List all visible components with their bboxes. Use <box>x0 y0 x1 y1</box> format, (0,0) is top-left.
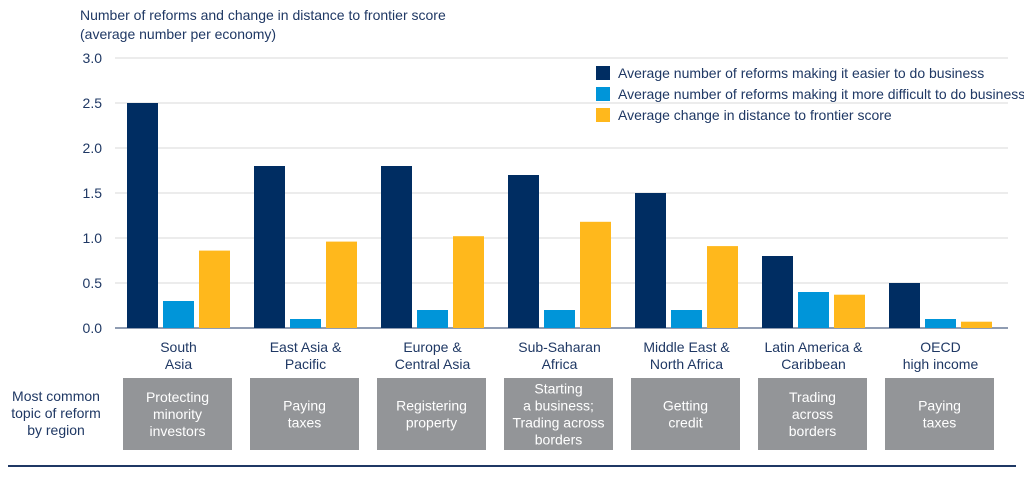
topic-row-label: topic of reform <box>11 405 100 421</box>
topic-text: credit <box>668 415 702 431</box>
y-tick-label: 2.0 <box>83 140 103 156</box>
topic-text: investors <box>149 423 205 439</box>
y-tick-label: 2.5 <box>83 95 103 111</box>
topic-box <box>250 378 359 450</box>
chart-subtitle: (average number per economy) <box>80 26 276 42</box>
topic-text: Protecting <box>146 389 209 405</box>
y-tick-label: 0.5 <box>83 275 103 291</box>
legend-swatch <box>596 66 610 80</box>
chart-title: Number of reforms and change in distance… <box>80 7 446 23</box>
y-tick-label: 1.5 <box>83 185 103 201</box>
bar <box>707 246 738 328</box>
bar <box>199 250 230 328</box>
y-tick-label: 1.0 <box>83 230 103 246</box>
bar <box>925 319 956 328</box>
topic-text: Trading <box>789 389 836 405</box>
topic-text: Paying <box>283 398 326 414</box>
topic-text: Getting <box>663 398 708 414</box>
bar <box>544 310 575 328</box>
bar <box>326 241 357 328</box>
topic-box <box>123 378 232 450</box>
topic-row-label: Most common <box>12 388 100 404</box>
category-label: Africa <box>542 356 578 372</box>
topic-box <box>504 378 613 450</box>
bar <box>254 166 285 328</box>
category-label: Asia <box>165 356 192 372</box>
bar <box>889 283 920 328</box>
category-label: Caribbean <box>781 356 846 372</box>
bar <box>762 256 793 328</box>
topic-text: taxes <box>288 415 321 431</box>
category-label: Latin America & <box>764 339 863 355</box>
legend-label: Average number of reforms making it more… <box>618 86 1024 102</box>
topic-text: across <box>792 406 833 422</box>
bar <box>163 301 194 328</box>
legend-swatch <box>596 108 610 122</box>
bars <box>127 103 992 328</box>
legend-swatch <box>596 87 610 101</box>
topic-text: Paying <box>918 398 961 414</box>
category-label: high income <box>903 356 979 372</box>
topic-text: taxes <box>923 415 956 431</box>
y-tick-label: 3.0 <box>83 50 103 66</box>
category-label: Pacific <box>285 356 326 372</box>
topic-text: Registering <box>396 398 467 414</box>
bar <box>453 236 484 328</box>
topic-text: a business; <box>523 398 594 414</box>
topic-text: borders <box>789 423 836 439</box>
category-label: East Asia & <box>270 339 342 355</box>
bar <box>381 166 412 328</box>
bar <box>961 321 992 328</box>
category-label: Sub-Saharan <box>518 339 601 355</box>
bar <box>580 221 611 328</box>
category-label: South <box>160 339 197 355</box>
bar <box>671 310 702 328</box>
legend-label: Average number of reforms making it easi… <box>618 65 984 81</box>
category-label: Middle East & <box>643 339 730 355</box>
category-label: Europe & <box>403 339 462 355</box>
topic-row-label: by region <box>27 422 85 438</box>
y-axis-ticks: 0.0 0.5 1.0 1.5 2.0 2.5 3.0 <box>83 50 103 336</box>
topic-text: Starting <box>534 381 582 397</box>
topic-text: borders <box>535 432 582 448</box>
bar <box>290 319 321 328</box>
category-label: North Africa <box>650 356 723 372</box>
bar <box>508 175 539 328</box>
y-tick-label: 0.0 <box>83 320 103 336</box>
topic-box <box>631 378 740 450</box>
topic-text: minority <box>153 406 202 422</box>
topic-box <box>377 378 486 450</box>
topic-box <box>885 378 994 450</box>
legend-label: Average change in distance to frontier s… <box>618 107 892 123</box>
bar <box>635 193 666 328</box>
topic-text: Trading across <box>512 415 604 431</box>
bar <box>127 103 158 328</box>
topic-box <box>758 378 867 450</box>
bar <box>834 294 865 328</box>
bar <box>798 292 829 328</box>
legend: Average number of reforms making it easi… <box>596 65 1024 123</box>
bar <box>417 310 448 328</box>
category-label: OECD <box>920 339 960 355</box>
topic-text: property <box>406 415 457 431</box>
category-label: Central Asia <box>395 356 471 372</box>
